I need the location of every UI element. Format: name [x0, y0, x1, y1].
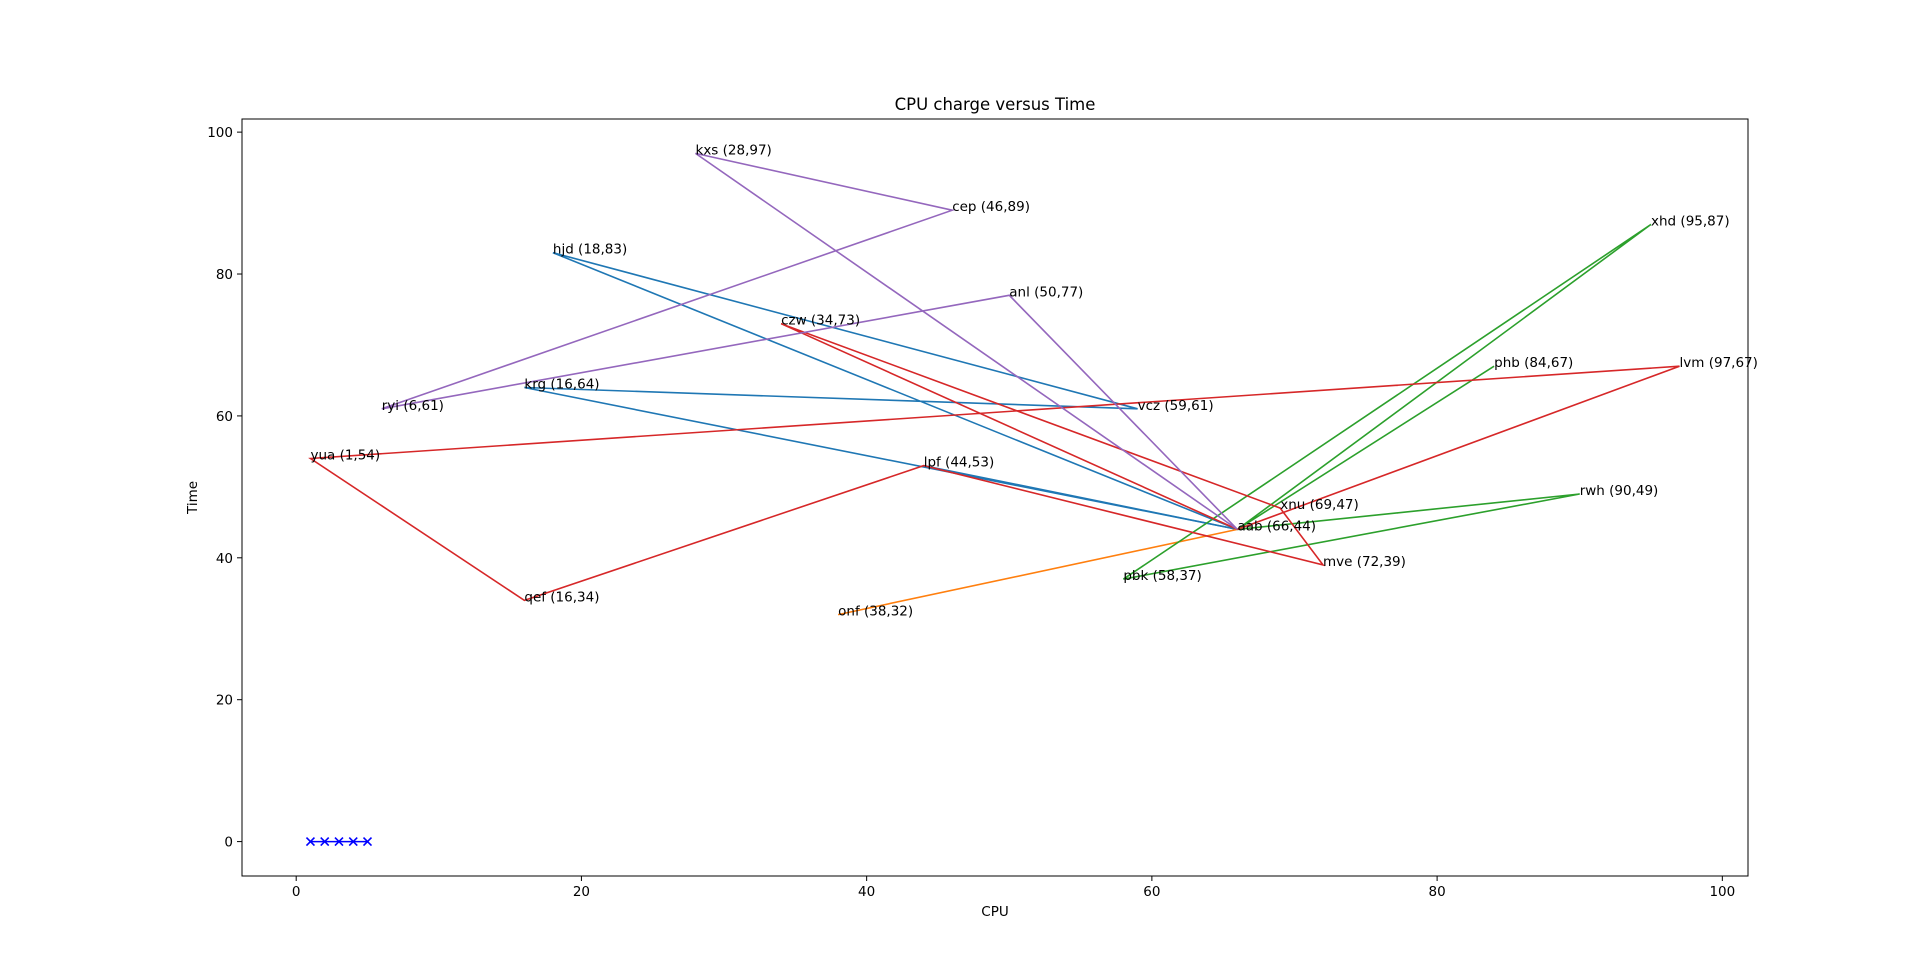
series-line-4-1: [308, 322, 1680, 602]
point-label-ryi: ryi (6,61): [382, 398, 444, 414]
y-tick-label: 0: [224, 835, 233, 851]
x-tick-label: 80: [1429, 884, 1446, 900]
point-label-aab: aab (66,44): [1237, 518, 1316, 534]
point-label-krg: krg (16,64): [524, 377, 599, 393]
point-label-mve: mve (72,39): [1323, 554, 1406, 570]
x-tick-label: 0: [292, 884, 301, 900]
y-axis: 0 20 40 60 80 100: [207, 125, 242, 851]
point-label-lpf: lpf (44,53): [924, 455, 995, 471]
x-axis: 0 20 40 60 80 100: [292, 876, 1735, 900]
point-label-lvm: lvm (97,67): [1680, 355, 1758, 371]
series-line-1-2: [923, 464, 1238, 531]
point-label-vcz: vcz (59,61): [1138, 398, 1214, 414]
x-marker: [320, 837, 330, 847]
point-label-phb: phb (84,67): [1494, 355, 1573, 371]
x-marker: [305, 837, 316, 847]
plot-frame: [241, 118, 1749, 877]
point-labels: kxs (28,97) cep (46,89) hjd (18,83) anl (50…: [310, 142, 1757, 619]
x-tick-label: 100: [1709, 884, 1735, 900]
point-label-onf: onf (38,32): [838, 604, 913, 620]
point-label-yua: yua (1,54): [310, 447, 380, 463]
point-label-cep: cep (46,89): [952, 199, 1030, 215]
y-tick-label: 60: [216, 409, 233, 425]
x-tick-label: 60: [1143, 884, 1160, 900]
point-label-czw: czw (34,73): [781, 313, 860, 329]
point-label-pbk: pbk (58,37): [1123, 568, 1201, 584]
y-tick-label: 100: [207, 125, 233, 141]
chart-title: CPU charge versus Time: [895, 95, 1096, 114]
point-label-kxs: kxs (28,97): [696, 142, 772, 158]
point-label-rwh: rwh (90,49): [1580, 483, 1659, 499]
series-line-2-1: [837, 528, 1238, 616]
x-tick-label: 40: [858, 884, 875, 900]
point-label-xnu: xnu (69,47): [1280, 497, 1359, 513]
x-marker: [348, 837, 358, 847]
y-tick-label: 20: [216, 693, 233, 709]
y-axis-label: Time: [185, 481, 201, 515]
point-label-qef: qef (16,34): [524, 589, 599, 605]
point-label-anl: anl (50,77): [1009, 284, 1083, 300]
series-layer: [308, 152, 1680, 616]
x-tick-label: 20: [573, 884, 590, 900]
series-line-1-1: [524, 251, 1238, 531]
series-line-5-1: [381, 152, 1238, 531]
point-label-hjd: hjd (18,83): [553, 242, 627, 258]
x-marker: [362, 837, 373, 847]
point-label-xhd: xhd (95,87): [1651, 213, 1730, 229]
x-axis-label: CPU: [981, 904, 1008, 920]
y-tick-label: 80: [216, 267, 233, 283]
x-marker: [334, 837, 344, 847]
marker-layer: [305, 837, 373, 847]
y-tick-label: 40: [216, 551, 233, 567]
series-line-3-1: [1122, 223, 1652, 580]
